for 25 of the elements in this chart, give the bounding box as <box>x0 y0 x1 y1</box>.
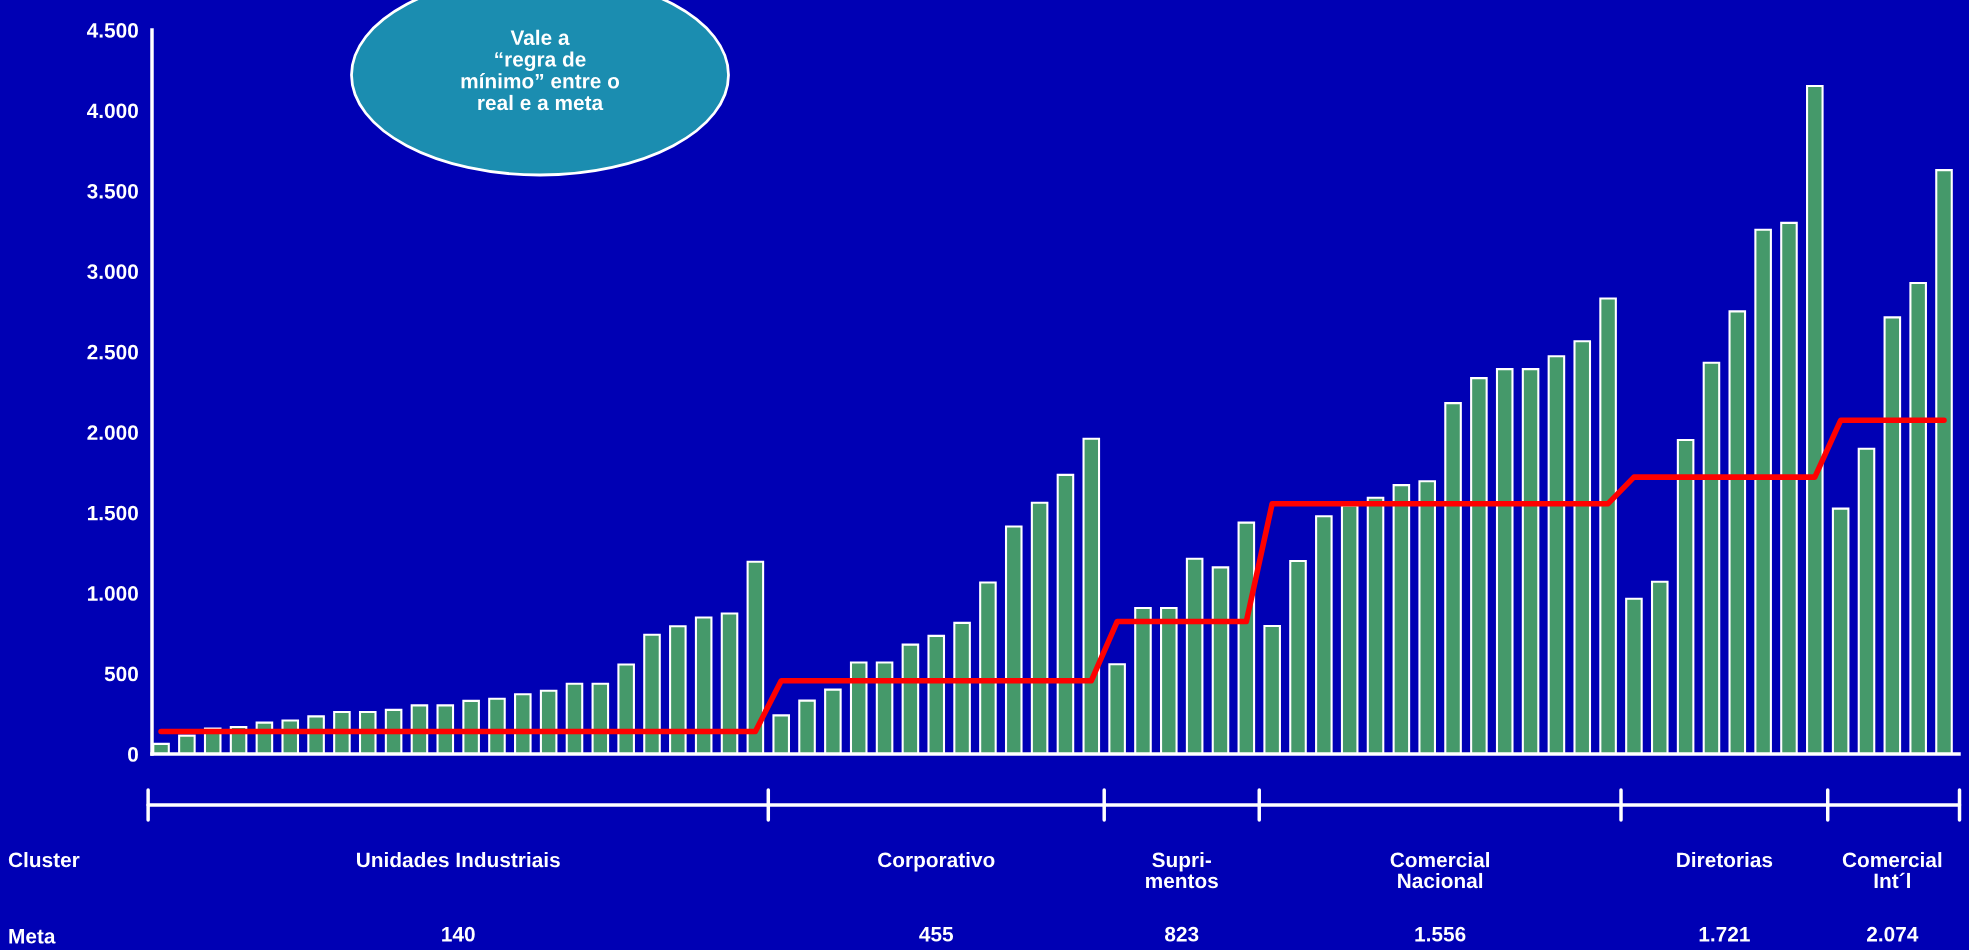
y-tick-label: 4.000 <box>86 103 138 119</box>
text: Unidades Industriais <box>357 852 560 868</box>
text: Meta <box>9 929 56 944</box>
y-tick-label: 4.500 <box>86 23 138 38</box>
text: Corporativo <box>878 852 995 872</box>
text: Diretorias <box>1677 852 1773 868</box>
y-tick-label: 1.000 <box>87 586 138 601</box>
text: 823 <box>1165 926 1199 942</box>
text: 2.074 <box>1866 926 1919 942</box>
text: Supri- mentos <box>1146 852 1218 889</box>
y-tick-label: 3.500 <box>87 183 138 199</box>
y-tick-label: 2.000 <box>87 425 138 440</box>
text: 1.556 <box>1415 926 1466 942</box>
annotation: Vale a “regra de mínimo” entre o real e a meta <box>461 29 620 111</box>
text: 455 <box>919 927 954 942</box>
text: 1.721 <box>1699 926 1750 942</box>
text: Comercial Int´l <box>1842 852 1942 889</box>
y-tick-label: 1.500 <box>87 505 138 521</box>
text: 140 <box>442 926 475 942</box>
y-tick-label: 2.500 <box>87 344 138 360</box>
text: Comercial Nacional <box>1390 852 1490 889</box>
y-tick-label: 3.000 <box>87 264 138 280</box>
text: Cluster <box>8 852 80 868</box>
y-tick-label: 0 <box>128 747 138 762</box>
y-tick-label: 500 <box>104 666 138 682</box>
